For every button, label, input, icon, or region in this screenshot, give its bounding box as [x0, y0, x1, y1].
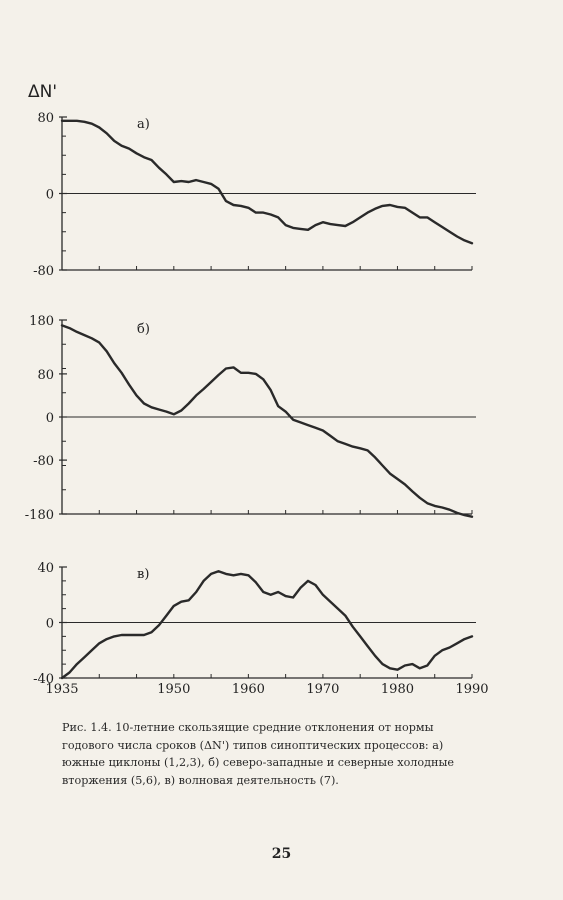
panel-1-y-tick-label: -80: [33, 264, 54, 279]
panel-3-x-tick-label: 1970: [306, 682, 339, 697]
panel-2-label: б): [137, 322, 150, 337]
panel-3-x-tick-label: 1935: [45, 682, 78, 697]
panel-3-x-tick-label: 1960: [232, 682, 265, 697]
panel-3-y-tick-label: 40: [37, 561, 54, 576]
panel-3-y-tick-label: 0: [46, 617, 54, 632]
panel-2-y-tick-label: 80: [37, 368, 54, 383]
panel-2-y-tick-label: -180: [25, 508, 54, 523]
panel-3-series-line: [60, 570, 474, 680]
panel-1-y-tick-label: 80: [37, 111, 54, 126]
panel-3-y-tick-label: -40: [33, 672, 54, 687]
page-number: 25: [271, 846, 292, 862]
panel-3-x-tick-label: 1980: [381, 682, 414, 697]
panel-2-y-tick-label: 180: [29, 314, 54, 329]
panel-1-y-tick-label: 0: [46, 188, 54, 203]
panel-2-y-tick-label: 0: [46, 411, 54, 426]
panel-3-x-tick-label: 1990: [455, 682, 488, 697]
panel-1-series-line: [60, 119, 474, 245]
y-axis-title: ΔN': [28, 82, 57, 102]
figure-caption: Рис. 1.4. 10-летние скользящие средние о…: [62, 721, 455, 787]
panel-3-x-tick-label: 1950: [157, 682, 190, 697]
panel-2-y-tick-label: -80: [33, 454, 54, 469]
panel-3-label: в): [137, 567, 149, 582]
panel-2-series-line: [60, 324, 474, 518]
panel-1-label: а): [137, 117, 150, 132]
